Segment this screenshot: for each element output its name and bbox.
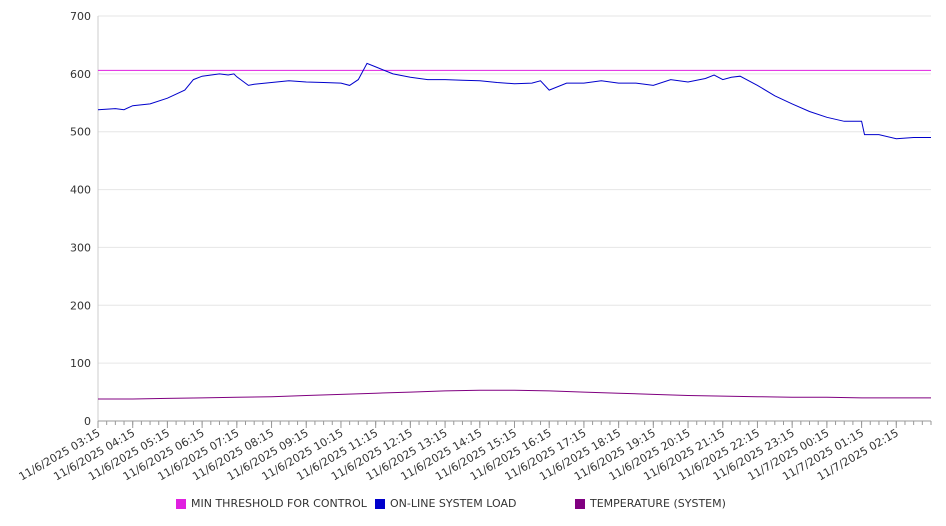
legend-swatch-threshold [176, 498, 186, 509]
y-tick-label: 400 [70, 184, 91, 197]
legend-swatch-system-load [375, 498, 385, 509]
y-tick-labels: 0 100 200 300 400 500 600 700 [70, 10, 91, 428]
axes [97, 16, 932, 428]
series-line-1 [97, 62, 931, 140]
legend-label-temperature: TEMPERATURE (SYSTEM) [590, 497, 726, 510]
legend-item-system-load: ON-LINE SYSTEM LOAD [375, 497, 516, 510]
grid-lines [98, 15, 931, 364]
y-tick-label: 0 [84, 415, 91, 428]
y-tick-label: 600 [70, 68, 91, 81]
y-tick-label: 100 [70, 357, 91, 370]
series-lines [97, 62, 931, 400]
series-line-2 [98, 389, 931, 400]
legend: MIN THRESHOLD FOR CONTROL ON-LINE SYSTEM… [0, 497, 946, 515]
legend-label-system-load: ON-LINE SYSTEM LOAD [390, 497, 517, 510]
y-tick-label: 200 [70, 299, 91, 312]
legend-item-temperature: TEMPERATURE (SYSTEM) [575, 497, 726, 510]
y-tick-label: 500 [70, 126, 91, 139]
legend-label-threshold: MIN THRESHOLD FOR CONTROL [191, 497, 367, 510]
y-tick-label: 300 [70, 241, 91, 254]
legend-swatch-temperature [575, 498, 585, 509]
y-tick-label: 700 [70, 10, 91, 23]
legend-item-threshold: MIN THRESHOLD FOR CONTROL [176, 497, 367, 510]
